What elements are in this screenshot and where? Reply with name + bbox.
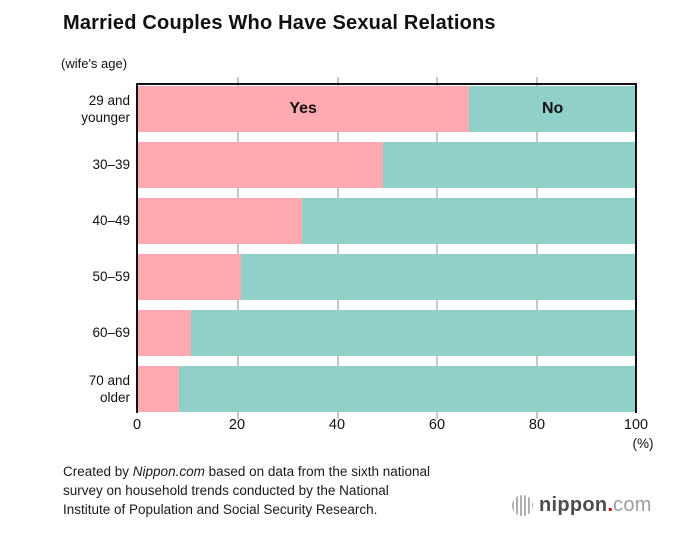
gridline-40 [336, 77, 339, 419]
bar-row-60-69 [137, 310, 636, 356]
nippon-com-logo: nippon. com [512, 494, 652, 517]
bar-segment-yes [137, 142, 383, 188]
nippon-logo-striped-circle-icon [512, 495, 533, 516]
y-category-label: 60–69 [92, 325, 130, 340]
x-tick-label: 20 [228, 417, 246, 433]
bar-segment-no [469, 86, 636, 132]
bar-row-29-and-younger: Yes No [137, 86, 636, 132]
series-label-yes: Yes [289, 100, 317, 117]
bar-segment-yes [137, 254, 241, 300]
logo-text-com: com [613, 494, 652, 516]
x-tick-label: 80 [528, 417, 546, 433]
x-tick-label: 100 [623, 417, 649, 433]
y-category-label: 29 and younger [81, 93, 130, 125]
bar-segment-yes [137, 198, 302, 244]
bar-segment-no [179, 366, 636, 412]
chart-title: Married Couples Who Have Sexual Relation… [63, 12, 496, 34]
x-axis-unit-label: (%) [632, 436, 654, 451]
bar-row-50-59 [137, 254, 636, 300]
x-tick-label: 0 [132, 417, 142, 433]
y-category-label: 70 and older [88, 373, 130, 405]
x-tick-label: 60 [428, 417, 446, 433]
logo-text-nippon: nippon [539, 494, 608, 516]
bar-segment-no [301, 198, 636, 244]
bar-segment-yes [137, 86, 470, 132]
bar-segment-yes [137, 366, 180, 412]
gridline-20 [236, 77, 239, 419]
logo-text-dot: . [607, 494, 614, 516]
source-credit-line3: Institute of Population and Social Secur… [63, 502, 378, 517]
bar-segment-yes [137, 310, 191, 356]
x-tick-label: 40 [328, 417, 346, 433]
bar-segment-no [240, 254, 636, 300]
bar-row-30-39 [137, 142, 636, 188]
top-spine [136, 83, 637, 85]
source-credit-line1: Created by Nippon.com based on data from… [63, 464, 430, 479]
gridline-80 [536, 77, 539, 419]
left-spine [136, 83, 138, 413]
nippon-com-italic: Nippon.com [132, 464, 205, 479]
y-axis-note: (wife's age) [61, 56, 128, 71]
source-credit-line2: survey on household trends conducted by … [63, 483, 389, 498]
plot-area: Yes No [136, 77, 637, 419]
series-label-no: No [541, 100, 564, 117]
right-spine [635, 83, 637, 413]
bar-row-40-49 [137, 198, 636, 244]
bar-segment-no [190, 310, 636, 356]
bar-row-70-and-older [137, 366, 636, 412]
source-credit: Created by Nippon.com based on data from… [63, 462, 430, 519]
bar-segment-no [382, 142, 636, 188]
gridline-60 [436, 77, 439, 419]
y-category-label: 50–59 [92, 269, 130, 284]
y-category-label: 30–39 [92, 157, 130, 172]
y-category-label: 40–49 [92, 213, 130, 228]
